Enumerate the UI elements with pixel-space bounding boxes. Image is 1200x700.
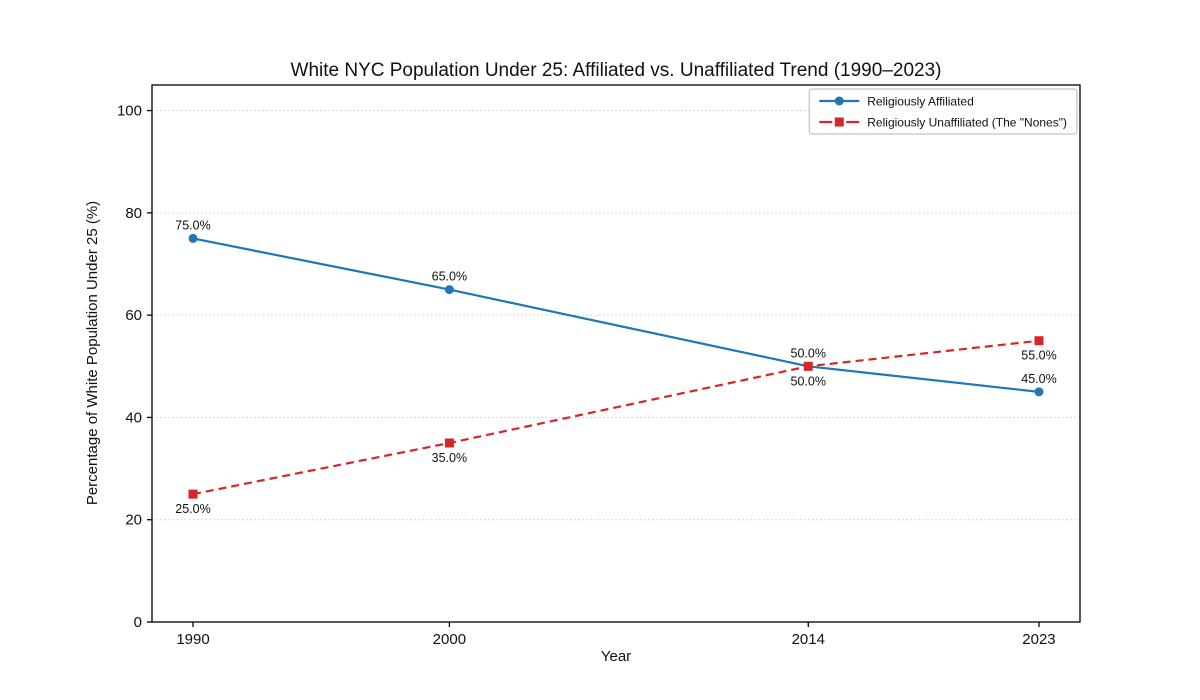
x-tick-label: 1990	[176, 631, 209, 648]
data-point-label: 75.0%	[175, 218, 210, 232]
series-line-unaffiliated	[192, 339, 1040, 496]
data-point-label: 25.0%	[175, 502, 210, 516]
data-point-label: 50.0%	[791, 374, 826, 388]
legend: Religiously Affiliated Religiously Unaffi…	[808, 88, 1078, 135]
legend-box	[808, 88, 1078, 135]
data-point-marker	[803, 361, 813, 371]
x-axis-label: Year	[601, 648, 631, 665]
data-point-label: 50.0%	[791, 346, 826, 360]
legend-label: Religiously Affiliated	[867, 95, 974, 109]
data-point-marker	[444, 438, 454, 448]
data-point-marker	[1034, 336, 1044, 346]
legend-label: Religiously Unaffiliated (The "Nones")	[867, 116, 1067, 130]
y-tick-label: 100	[117, 103, 142, 120]
series-line-affiliated	[192, 237, 1040, 393]
data-point-label: 65.0%	[432, 270, 467, 284]
axis-ticks	[147, 109, 1040, 627]
axis-tick-labels: 0 20 40 60 80 100 1990 2000 2014 2023	[117, 103, 1056, 648]
chart-title: White NYC Population Under 25: Affiliate…	[291, 60, 942, 81]
y-tick-label: 0	[134, 614, 142, 631]
legend-marker	[834, 96, 844, 106]
plot-border	[151, 84, 1081, 623]
data-point-marker	[188, 233, 198, 243]
x-tick-label: 2023	[1022, 631, 1055, 648]
y-tick-label: 20	[125, 512, 142, 529]
x-tick-label: 2000	[433, 631, 466, 648]
series-lines: 75.0% 65.0% 50.0% 45.0% 25.0% 35.0% 50.0% 55.0%	[175, 218, 1056, 516]
data-point-marker	[1034, 387, 1044, 397]
gridlines	[152, 110, 1080, 623]
data-point-label: 55.0%	[1021, 349, 1056, 363]
data-point-label: 35.0%	[432, 451, 467, 465]
y-tick-label: 60	[125, 307, 142, 324]
data-point-label: 45.0%	[1021, 372, 1056, 386]
data-point-marker	[188, 489, 198, 499]
legend-marker	[834, 117, 844, 127]
legend-rows: Religiously Affiliated Religiously Unaffi…	[819, 95, 1067, 130]
x-tick-label: 2014	[792, 631, 825, 648]
data-point-marker	[444, 285, 454, 295]
y-tick-label: 80	[125, 205, 142, 222]
y-tick-label: 40	[125, 409, 142, 426]
y-axis-label: Percentage of White Population Under 25 …	[84, 201, 101, 505]
